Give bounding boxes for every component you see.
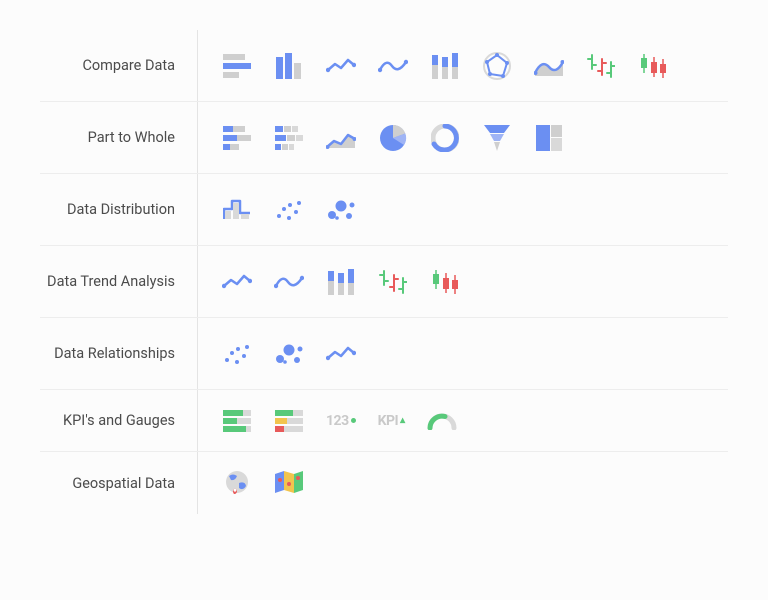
category-row: Compare Data — [40, 30, 728, 102]
scatter-chart-icon[interactable] — [222, 339, 252, 369]
category-label: Data Trend Analysis — [40, 246, 198, 317]
category-row: Data Trend Analysis — [40, 246, 728, 318]
candlestick-chart-icon[interactable] — [638, 51, 668, 81]
radar-chart-icon[interactable] — [482, 51, 512, 81]
line-chart-icon[interactable] — [326, 51, 356, 81]
funnel-chart-icon[interactable] — [482, 123, 512, 153]
category-label: Data Relationships — [40, 318, 198, 389]
chart-category-grid: Compare Data — [0, 0, 768, 534]
ohlc-chart-icon[interactable] — [586, 51, 616, 81]
pie-chart-icon[interactable] — [378, 123, 408, 153]
category-icons — [198, 195, 728, 225]
treemap-icon[interactable] — [534, 123, 564, 153]
category-row: Part to Whole — [40, 102, 728, 174]
globe-icon[interactable] — [222, 468, 252, 498]
map-regions-icon[interactable] — [274, 468, 304, 498]
scatter-chart-icon[interactable] — [274, 195, 304, 225]
column-range-icon[interactable] — [326, 267, 356, 297]
bar-vertical-icon[interactable] — [274, 51, 304, 81]
line-chart-icon[interactable] — [326, 339, 356, 369]
category-row: Data Distribution — [40, 174, 728, 246]
gauge-icon[interactable] — [427, 406, 457, 436]
column-range-icon[interactable] — [430, 51, 460, 81]
spline-chart-icon[interactable] — [274, 267, 304, 297]
histogram-step-icon[interactable] — [222, 195, 252, 225]
category-label: Compare Data — [40, 30, 198, 101]
bubble-chart-icon[interactable] — [326, 195, 356, 225]
bubble-chart-icon[interactable] — [274, 339, 304, 369]
kpi-text-icon[interactable]: KPI▴ — [378, 406, 405, 436]
donut-chart-icon[interactable] — [430, 123, 460, 153]
category-icons — [198, 468, 728, 498]
stacked-bar-h-icon[interactable] — [222, 123, 252, 153]
category-icons — [198, 123, 728, 153]
stacked-bar-grid-icon[interactable] — [274, 123, 304, 153]
line-chart-icon[interactable] — [222, 267, 252, 297]
bar-horizontal-icon[interactable] — [222, 51, 252, 81]
category-row: KPI's and Gauges 123 KPI▴ — [40, 390, 728, 452]
area-chart-icon[interactable] — [326, 123, 356, 153]
bullet-multi-icon[interactable] — [274, 406, 304, 436]
bullet-green-icon[interactable] — [222, 406, 252, 436]
category-label: KPI's and Gauges — [40, 390, 198, 451]
ohlc-chart-icon[interactable] — [378, 267, 408, 297]
number-kpi-icon[interactable]: 123 — [326, 406, 356, 436]
category-label: Geospatial Data — [40, 452, 198, 514]
category-icons: 123 KPI▴ — [198, 406, 728, 436]
candlestick-chart-icon[interactable] — [430, 267, 460, 297]
category-icons — [198, 267, 728, 297]
category-icons — [198, 51, 728, 81]
spline-area-icon[interactable] — [534, 51, 564, 81]
category-row: Data Relationships — [40, 318, 728, 390]
category-row: Geospatial Data — [40, 452, 728, 514]
category-icons — [198, 339, 728, 369]
spline-chart-icon[interactable] — [378, 51, 408, 81]
category-label: Part to Whole — [40, 102, 198, 173]
category-label: Data Distribution — [40, 174, 198, 245]
